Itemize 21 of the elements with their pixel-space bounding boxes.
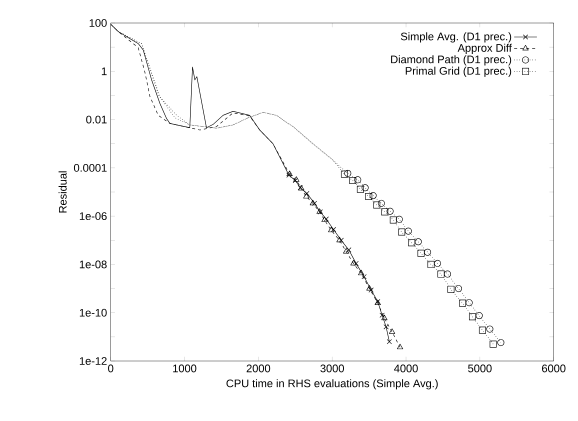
x-tick-label: 4000	[394, 364, 418, 372]
y-axis-title: Residual	[58, 171, 67, 212]
x-tick-label: 1000	[173, 364, 196, 372]
x-tick-label: 2000	[246, 364, 270, 372]
legend-label: Approx Diff	[458, 44, 512, 54]
y-tick-label: 1e-10	[80, 308, 107, 317]
y-tick-label: 0.0001	[74, 164, 107, 172]
legend-label: Primal Grid (D1 prec.)	[406, 66, 512, 77]
legend-label: Simple Avg. (D1 prec.)	[400, 32, 512, 43]
x-tick-label: 5000	[468, 364, 492, 372]
x-tick-label: 6000	[542, 364, 566, 372]
y-tick-label: 100	[90, 19, 107, 27]
y-tick-label: 1e-06	[80, 212, 107, 220]
legend-label: Diamond Path (D1 prec.)	[391, 55, 512, 66]
y-tick-label: 0.01	[86, 116, 107, 124]
x-tick-label: 0	[108, 364, 114, 372]
y-tick-label: 1e-12	[80, 357, 107, 365]
x-axis-title: CPU time in RHS evaluations (Simple Avg.)	[226, 379, 438, 390]
x-tick-label: 3000	[320, 364, 344, 372]
y-tick-label: 1	[102, 68, 107, 76]
y-tick-label: 1e-08	[80, 260, 107, 268]
